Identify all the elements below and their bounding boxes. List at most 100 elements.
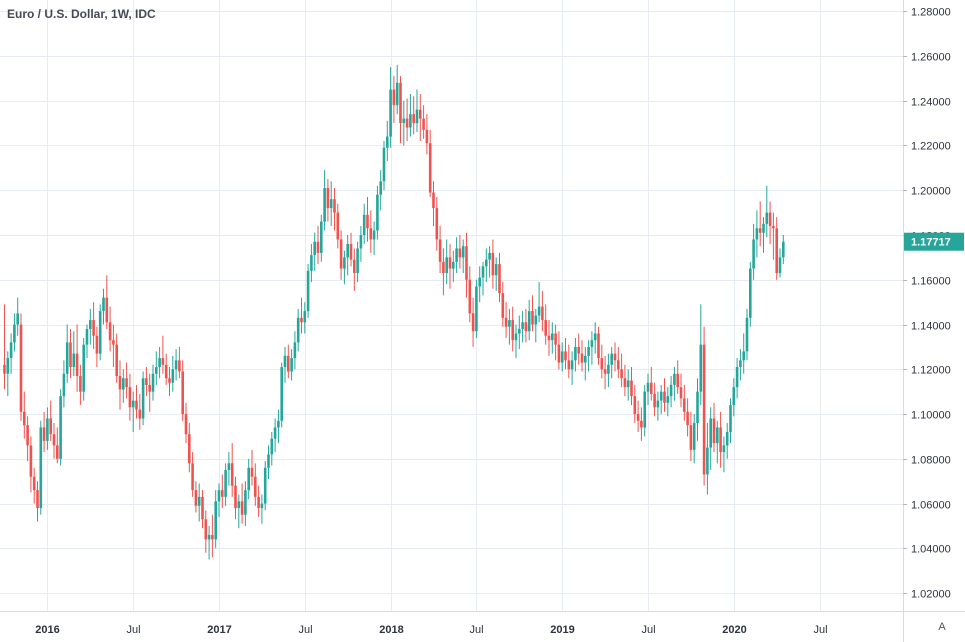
candle-body xyxy=(461,246,465,258)
candle-up xyxy=(13,313,16,352)
candle-body xyxy=(468,279,472,314)
candle-body xyxy=(564,351,567,361)
candle-down xyxy=(339,230,343,280)
candle-body xyxy=(419,109,422,119)
chart-title: Euro / U.S. Dollar, 1W, IDC xyxy=(7,7,156,21)
candle-body xyxy=(211,534,214,540)
candle-body xyxy=(184,414,188,435)
candle-up xyxy=(729,398,732,444)
candle-body xyxy=(409,114,412,128)
candle-down xyxy=(623,364,627,397)
candle-body xyxy=(772,226,775,229)
candle-up xyxy=(574,337,577,372)
candle-body xyxy=(775,228,778,274)
candle-up xyxy=(343,250,346,285)
time-axis-labels: 2016 Jul 2017 Jul 2018 Jul 2019 Jul 2020 Jul xyxy=(35,624,827,636)
candle-body xyxy=(95,335,99,354)
auto-scale-button[interactable]: A xyxy=(938,621,946,633)
candle-up xyxy=(346,235,349,276)
candle-body xyxy=(313,241,316,256)
candle-body xyxy=(663,391,666,403)
price-tick-label: 1.28000 xyxy=(911,7,951,19)
candle-down xyxy=(448,243,452,289)
candle-down xyxy=(524,308,528,343)
candle-down xyxy=(567,344,571,379)
candle-body xyxy=(369,228,373,240)
candle-body xyxy=(128,387,132,408)
candle-body xyxy=(92,320,95,336)
candle-down xyxy=(663,378,666,412)
candle-body xyxy=(613,353,617,361)
candle-down xyxy=(52,423,56,459)
candle-down xyxy=(145,367,148,397)
candle-body xyxy=(234,485,237,509)
candle-body xyxy=(227,463,231,470)
candle-body xyxy=(541,306,544,321)
candle-body xyxy=(531,311,534,325)
candle-down xyxy=(768,201,772,244)
candle-down xyxy=(772,212,775,260)
candle-up xyxy=(560,342,564,372)
candle-body xyxy=(174,360,178,370)
candle-body xyxy=(633,396,637,415)
candle-body xyxy=(240,501,244,515)
candle-body xyxy=(560,351,564,363)
candle-body xyxy=(577,346,580,354)
candle-body xyxy=(3,364,6,374)
candle-body xyxy=(494,264,498,276)
candle-body xyxy=(547,335,551,341)
candle-body xyxy=(201,496,204,520)
candle-down xyxy=(442,248,445,296)
candle-up xyxy=(155,351,158,385)
candle-body xyxy=(254,476,257,497)
price-tick-label: 1.08000 xyxy=(911,455,951,467)
time-tick-label: 2016 xyxy=(35,624,59,636)
candle-body xyxy=(131,400,135,408)
candle-body xyxy=(716,427,719,444)
candle-body xyxy=(323,188,326,222)
candle-up xyxy=(376,185,379,240)
candle-body xyxy=(56,445,59,459)
candle-up xyxy=(237,494,241,529)
candle-up xyxy=(16,297,19,336)
candle-up xyxy=(626,369,630,401)
candle-body xyxy=(696,391,699,423)
price-tick-label: 1.22000 xyxy=(911,141,951,153)
candle-body xyxy=(23,411,26,426)
candle-down xyxy=(501,282,505,327)
candle-body xyxy=(412,114,415,124)
candle-down xyxy=(366,196,369,242)
candle-down xyxy=(69,329,72,379)
candle-down xyxy=(577,333,580,365)
candle-body xyxy=(488,252,491,260)
candle-body xyxy=(699,344,703,392)
candle-up xyxy=(659,384,663,415)
candle-body xyxy=(475,286,478,332)
candle-body xyxy=(504,317,508,327)
candle-body xyxy=(151,373,155,392)
candle-body xyxy=(82,344,85,392)
price-tick-label: 1.06000 xyxy=(911,500,951,512)
candle-up xyxy=(62,360,66,408)
candle-down xyxy=(19,313,23,421)
candle-body xyxy=(389,89,392,137)
candle-body xyxy=(105,297,109,323)
candle-body xyxy=(257,496,260,509)
candle-body xyxy=(673,373,676,385)
candle-body xyxy=(306,270,310,312)
candle-down xyxy=(679,373,683,408)
candle-body xyxy=(768,212,772,227)
candle-body xyxy=(214,501,217,540)
candle-body xyxy=(237,501,241,509)
candle-body xyxy=(739,360,742,368)
candle-up xyxy=(131,391,135,432)
price-tick-label: 1.14000 xyxy=(911,321,951,333)
candle-body xyxy=(758,228,762,233)
candle-body xyxy=(52,434,56,446)
candle-body xyxy=(623,378,627,388)
candle-up xyxy=(570,351,574,385)
candle-body xyxy=(164,364,168,379)
candle-body xyxy=(19,324,23,412)
candle-up xyxy=(389,67,392,148)
